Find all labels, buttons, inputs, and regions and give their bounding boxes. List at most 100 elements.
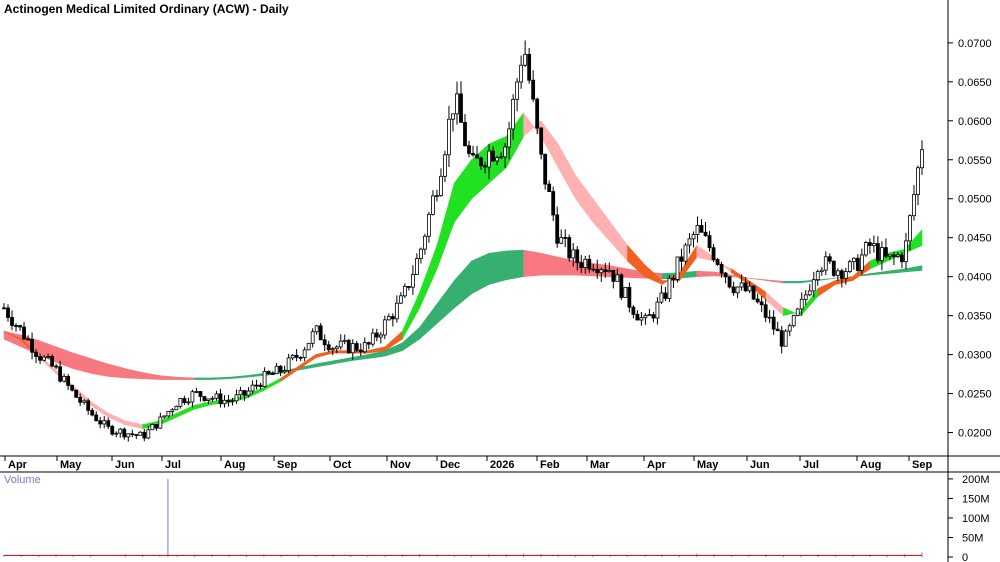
long-band-segment <box>748 277 767 281</box>
price-bar-body <box>254 384 259 387</box>
price-bar-body <box>286 357 291 371</box>
price-bar-body <box>783 330 788 347</box>
price-bar-body <box>18 325 22 328</box>
price-bar-body <box>134 434 139 436</box>
price-bar-body <box>559 237 564 244</box>
price-bar-body <box>22 326 26 340</box>
volume-tick-label: 100M <box>962 513 990 525</box>
date-tick-label: Aug <box>860 459 881 471</box>
price-bar-body <box>719 264 724 274</box>
price-bar-body <box>771 316 776 330</box>
price-bars <box>2 40 924 442</box>
price-tick-label: 0.0450 <box>958 233 992 245</box>
price-bar-body <box>190 391 195 403</box>
price-bar-body <box>663 292 668 299</box>
price-bar-body <box>583 258 588 268</box>
price-tick-label: 0.0350 <box>958 311 992 323</box>
price-tick-label: 0.0200 <box>958 428 992 440</box>
price-bar-body <box>635 313 640 321</box>
price-bar-body <box>547 183 552 192</box>
price-bar-body <box>70 384 75 391</box>
price-bar-body <box>382 319 387 336</box>
price-bar-body <box>350 343 355 354</box>
price-bar-body <box>178 398 183 407</box>
price-bar-body <box>791 314 796 327</box>
price-bar-body <box>46 356 50 358</box>
short-band-segment <box>124 420 143 429</box>
price-bar-body <box>431 195 435 215</box>
price-bar-body <box>146 429 151 439</box>
price-bar-body <box>908 215 912 242</box>
price-bar-body <box>563 237 568 239</box>
price-bar-body <box>222 399 227 405</box>
long-band-segment <box>124 368 143 380</box>
long-band-segment <box>159 375 178 380</box>
price-bar-body <box>330 348 335 351</box>
price-bar-body <box>751 285 756 300</box>
price-bar-body <box>775 328 780 332</box>
long-band-segment <box>540 252 559 276</box>
long-band-segment <box>454 260 472 309</box>
long-band-segment <box>246 372 265 378</box>
price-bar-body <box>912 194 916 217</box>
long-band-segment <box>471 252 490 295</box>
long-band-segment <box>436 279 455 325</box>
price-bar-body <box>334 346 339 350</box>
price-tick-label: 0.0300 <box>958 350 992 362</box>
price-bar-body <box>419 248 423 259</box>
price-bar-body <box>282 370 287 373</box>
price-bar-body <box>515 81 520 100</box>
price-bar-body <box>342 339 347 342</box>
price-bar-body <box>114 432 119 435</box>
price-bar-body <box>643 315 648 319</box>
price-bar-body <box>823 256 828 271</box>
date-tick-label: May <box>697 459 719 471</box>
price-bar-body <box>599 269 604 274</box>
price-bar-body <box>374 332 379 338</box>
price-bar-body <box>779 330 784 347</box>
date-tick-label: Nov <box>390 459 412 471</box>
short-band-segment <box>817 280 836 297</box>
price-bar-body <box>166 411 171 417</box>
price-bar-body <box>451 113 455 120</box>
price-bar-body <box>10 317 14 326</box>
price-bar-body <box>916 167 920 195</box>
price-bar-body <box>888 254 892 257</box>
price-bar-body <box>423 235 427 250</box>
price-bar-body <box>567 237 572 259</box>
price-bar-body <box>487 150 491 168</box>
price-bar-body <box>587 258 592 270</box>
price-bar-body <box>767 316 772 319</box>
price-bar-body <box>34 351 38 357</box>
date-tick-label: Apr <box>8 459 28 471</box>
price-bar-body <box>591 268 596 271</box>
price-bar-body <box>687 238 692 246</box>
price-bar-body <box>495 157 499 162</box>
price-bar-body <box>671 277 676 280</box>
price-bar-body <box>871 243 876 246</box>
date-tick-label: Dec <box>440 459 460 471</box>
price-bar-body <box>659 292 664 303</box>
date-tick-label: Jun <box>750 459 770 471</box>
date-tick-label: May <box>60 459 82 471</box>
date-tick-label: Jun <box>115 459 135 471</box>
price-bar-body <box>639 317 644 321</box>
long-band-segment <box>765 279 784 284</box>
price-bar-body <box>475 154 479 159</box>
price-bar-body <box>627 286 632 308</box>
price-bar-body <box>483 165 487 168</box>
volume-tick-label: 0 <box>962 552 968 562</box>
price-bar-body <box>491 150 495 162</box>
price-bar-body <box>507 128 512 148</box>
price-bar-body <box>683 244 688 262</box>
price-bar-body <box>715 259 720 265</box>
price-bar-body <box>535 98 540 129</box>
long-band-segment <box>869 270 888 276</box>
long-band-segment <box>211 376 230 380</box>
price-bar-body <box>471 153 475 156</box>
price-bar-body <box>226 399 231 403</box>
price-bar-body <box>699 225 704 233</box>
price-bar-body <box>234 394 239 402</box>
long-band-segment <box>817 277 836 281</box>
price-bar-body <box>78 396 83 403</box>
